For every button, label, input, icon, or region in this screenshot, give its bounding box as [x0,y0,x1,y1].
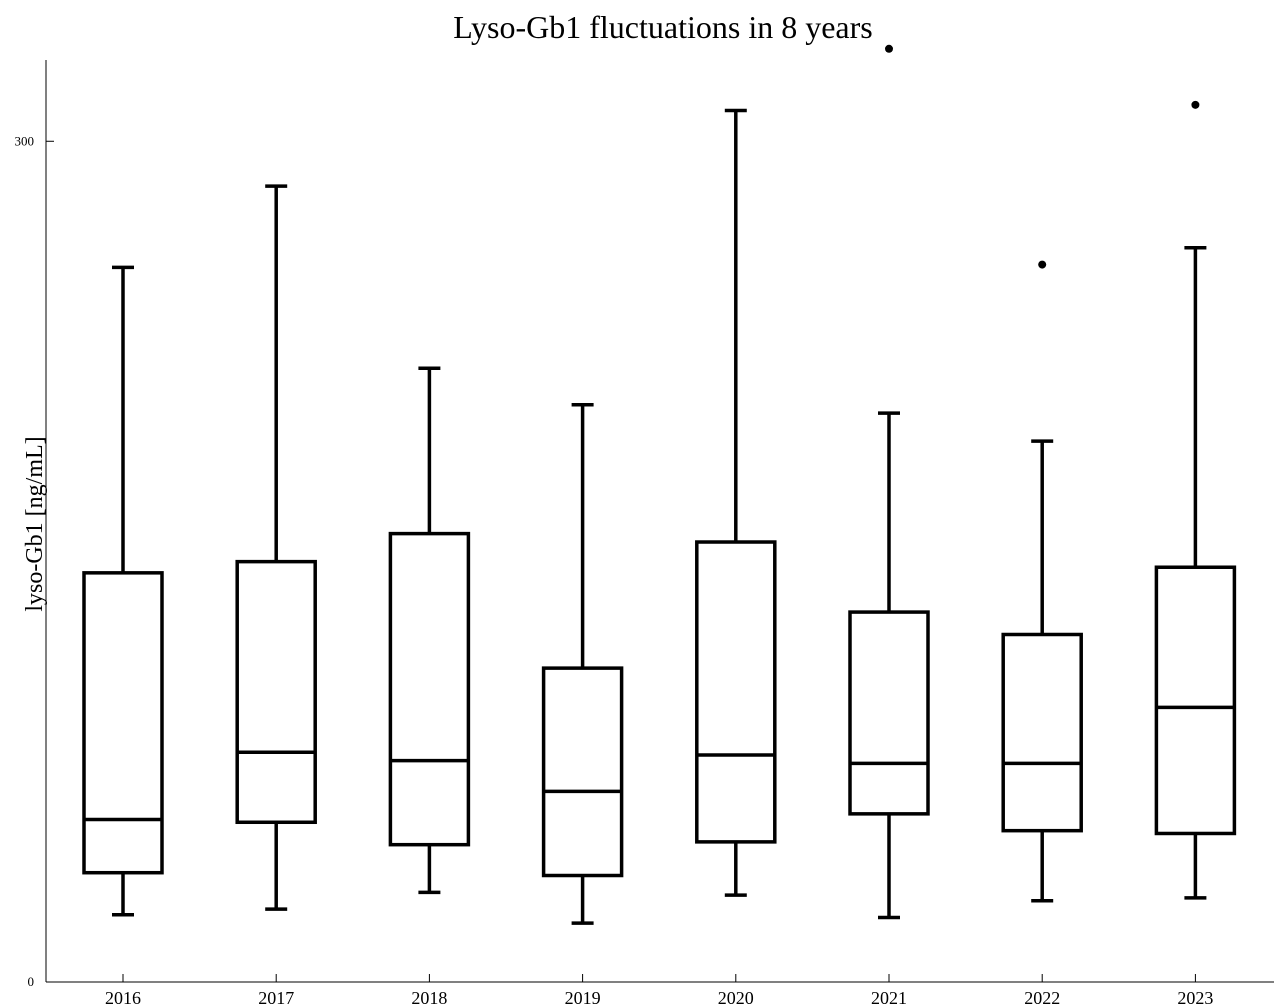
x-tick-label: 2022 [1024,988,1060,1006]
box-2018 [388,366,471,895]
chart-title: Lyso-Gb1 fluctuations in 8 years [453,9,872,45]
box-iqr [82,571,164,875]
box-iqr [388,531,471,847]
box-iqr [1001,632,1083,833]
outlier-point [885,44,893,53]
y-axis-label: lyso-Gb1 [ng/mL] [22,436,48,611]
box-2021 [848,44,930,920]
box-2020 [695,108,777,897]
box-iqr [1154,565,1237,836]
y-tick-label: 0 [28,974,35,989]
box-iqr [695,540,777,844]
box-2022 [1001,260,1083,903]
outlier-point [1191,100,1200,109]
box-2016 [82,265,164,917]
x-tick-label: 2018 [411,988,447,1006]
box-iqr [848,610,930,816]
box-2017 [235,184,317,911]
box-2019 [541,402,624,925]
x-tick-label: 2019 [565,988,601,1006]
axes: 0 300 2016 2017 2018 2019 2020 2021 2022 2023 [15,60,1274,1006]
box-2023 [1154,100,1237,900]
box-iqr [541,666,624,878]
box-series [82,44,1237,925]
y-tick-label: 300 [15,133,35,148]
x-tick-label: 2021 [871,988,907,1006]
x-tick-label: 2017 [258,988,294,1006]
box-iqr [235,559,317,825]
x-tick-label: 2023 [1177,988,1213,1006]
outlier-point [1038,260,1047,269]
x-tick-label: 2020 [718,988,754,1006]
x-tick-label: 2016 [105,988,141,1006]
